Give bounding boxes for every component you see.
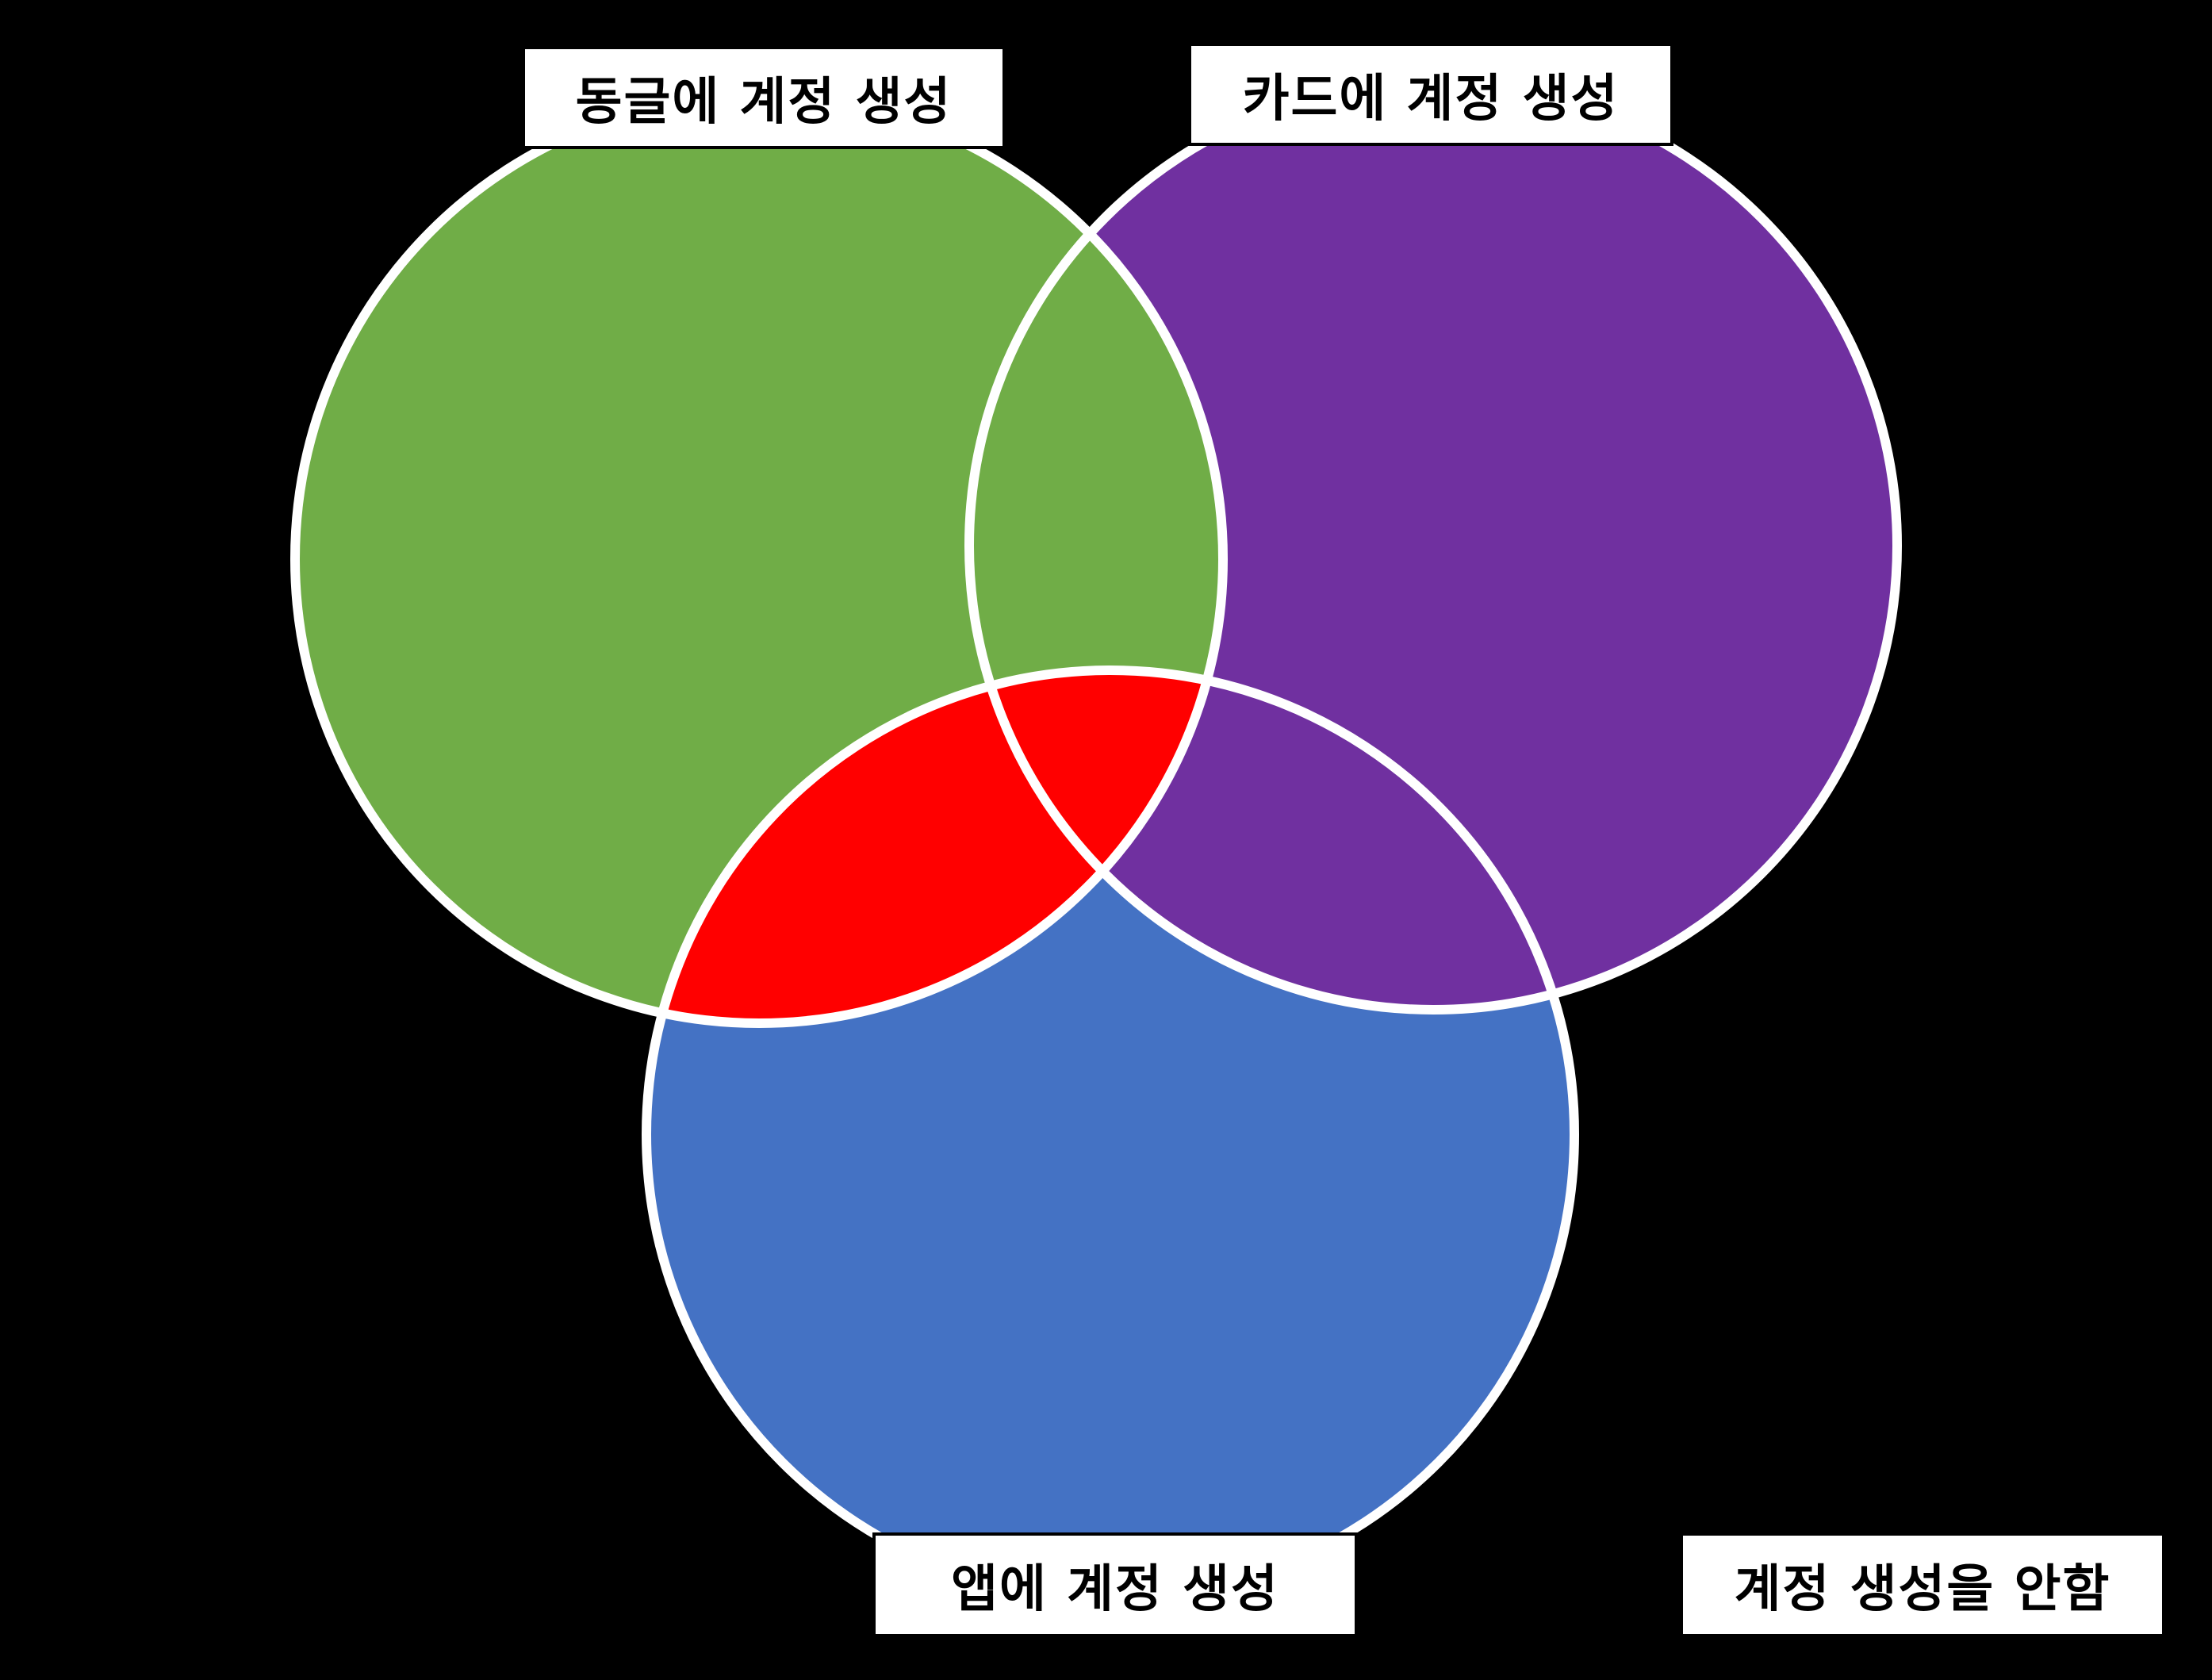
dongle-app-overlap bbox=[646, 670, 1223, 1023]
app-label: 앱에 계정 생성 bbox=[872, 1532, 1358, 1637]
card-app-overlap bbox=[969, 670, 1574, 1010]
no-account-label: 계정 생성을 안함 bbox=[1680, 1532, 2165, 1637]
dongle-label: 동글에 계정 생성 bbox=[522, 46, 1006, 149]
card-label: 카드에 계정 생성 bbox=[1188, 43, 1673, 146]
